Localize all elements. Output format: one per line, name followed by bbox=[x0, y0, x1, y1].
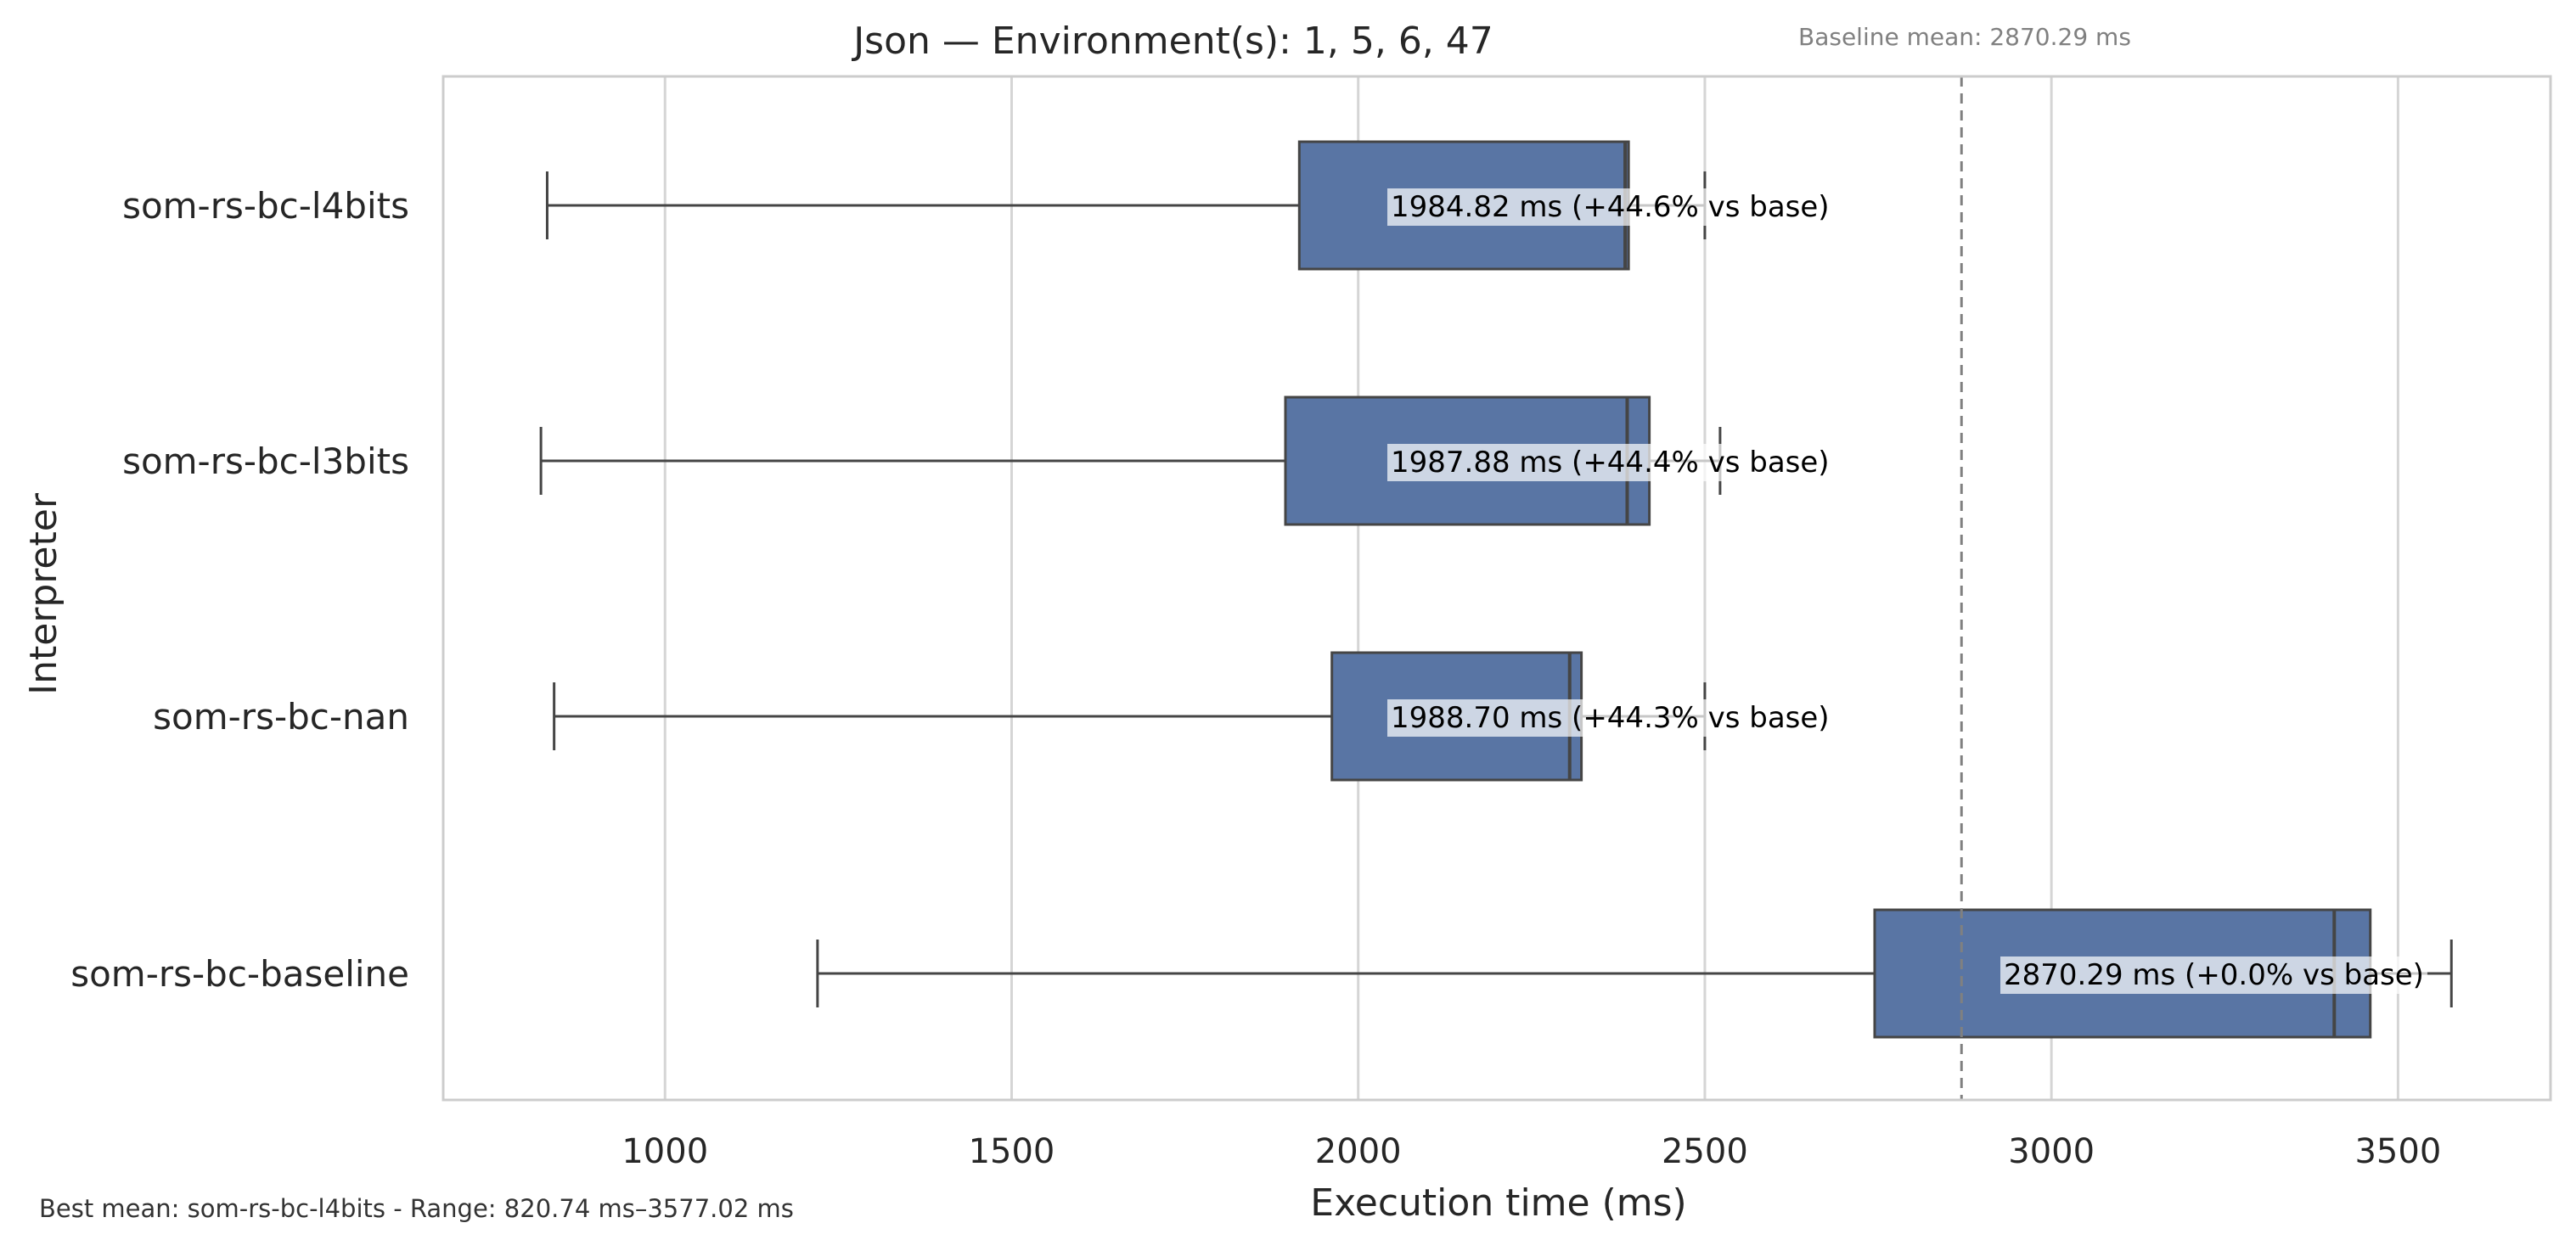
x-tick-label: 2000 bbox=[1315, 1132, 1402, 1171]
mean-annotation-text: 1988.70 ms (+44.3% vs base) bbox=[1391, 701, 1830, 735]
footer-note: Best mean: som-rs-bc-l4bits - Range: 820… bbox=[39, 1194, 794, 1223]
chart-title: Json — Environment(s): 1, 5, 6, 47 bbox=[851, 20, 1493, 63]
mean-annotation-text: 1984.82 ms (+44.6% vs base) bbox=[1391, 190, 1830, 224]
x-tick-label: 3500 bbox=[2354, 1132, 2441, 1171]
y-category-label: som-rs-bc-l3bits bbox=[122, 440, 409, 482]
y-category-label: som-rs-bc-nan bbox=[153, 696, 409, 738]
plot-frame bbox=[442, 75, 2552, 1102]
x-tick-label: 1500 bbox=[969, 1132, 1055, 1171]
annotation-som-rs-bc-baseline: 2870.29 ms (+0.0% vs base) bbox=[2000, 956, 2427, 994]
mean-annotation-text: 1987.88 ms (+44.4% vs base) bbox=[1391, 446, 1830, 480]
y-category-labels: som-rs-bc-l4bits som-rs-bc-l3bits som-rs-b… bbox=[70, 185, 409, 995]
x-tick-label: 2500 bbox=[1662, 1132, 1748, 1171]
mean-annotation-background bbox=[1387, 699, 1833, 737]
mean-annotation-background bbox=[1387, 444, 1833, 481]
annotation-som-rs-bc-l3bits: 1987.88 ms (+44.4% vs base) bbox=[1387, 444, 1833, 481]
y-axis-label: Interpreter bbox=[22, 492, 65, 695]
x-axis-label: Execution time (ms) bbox=[1310, 1181, 1686, 1225]
x-tick-label: 1000 bbox=[622, 1132, 708, 1171]
y-category-label: som-rs-bc-l4bits bbox=[122, 185, 409, 227]
mean-annotation-text: 2870.29 ms (+0.0% vs base) bbox=[2004, 958, 2424, 992]
box-plots bbox=[539, 140, 2453, 1039]
y-category-label: som-rs-bc-baseline bbox=[70, 953, 409, 995]
x-tick-labels: 1000 1500 2000 2500 3000 3500 bbox=[622, 1132, 2441, 1171]
baseline-label: Baseline mean: 2870.29 ms bbox=[1798, 23, 2131, 51]
mean-annotations: 1984.82 ms (+44.6% vs base) 1987.88 ms (+… bbox=[1387, 188, 2427, 994]
mean-annotation-background bbox=[2000, 956, 2427, 994]
mean-annotation-background bbox=[1387, 188, 1833, 226]
annotation-som-rs-bc-l4bits: 1984.82 ms (+44.6% vs base) bbox=[1387, 188, 1833, 226]
x-tick-label: 3000 bbox=[2008, 1132, 2095, 1171]
annotation-som-rs-bc-nan: 1988.70 ms (+44.3% vs base) bbox=[1387, 699, 1833, 737]
